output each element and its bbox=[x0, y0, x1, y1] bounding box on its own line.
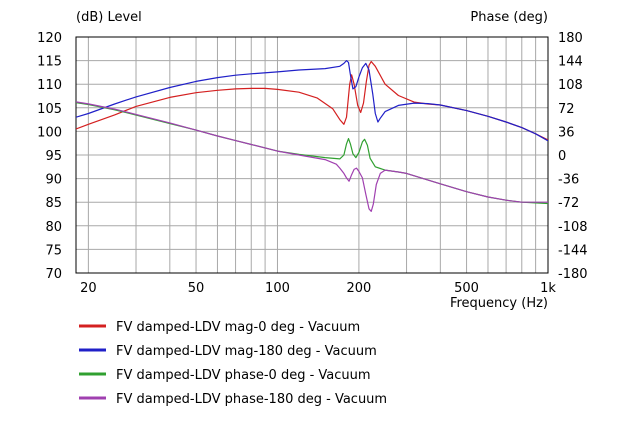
y-right-tick-label: 0 bbox=[558, 149, 566, 164]
legend: FV damped-LDV mag-0 deg - Vacuum FV dampe… bbox=[79, 320, 387, 407]
mag-180-deg-curve bbox=[76, 60, 548, 142]
y-right-tick-label: 72 bbox=[558, 102, 575, 117]
legend-label: FV damped-LDV mag-0 deg - Vacuum bbox=[116, 320, 360, 335]
y-left-axis-title: (dB) Level bbox=[76, 10, 142, 25]
y-right-tick-label: -72 bbox=[558, 196, 579, 211]
legend-item-mag-0-deg: FV damped-LDV mag-0 deg - Vacuum bbox=[79, 320, 360, 335]
y-left-tick-label: 115 bbox=[37, 55, 62, 70]
y-right-tick-label: 108 bbox=[558, 78, 583, 93]
legend-label: FV damped-LDV mag-180 deg - Vacuum bbox=[116, 344, 377, 359]
x-axis-title: Frequency (Hz) bbox=[450, 296, 548, 311]
y-left-tick-label: 105 bbox=[37, 102, 62, 117]
y-left-tick-label: 95 bbox=[45, 149, 62, 164]
y-left-tick-label: 85 bbox=[45, 196, 62, 211]
mag-0-deg-curve bbox=[76, 60, 548, 141]
phase-180-deg-curve bbox=[76, 101, 548, 212]
curves bbox=[76, 60, 548, 212]
x-tick-label: 100 bbox=[265, 281, 290, 296]
y-left-tick-label: 80 bbox=[45, 220, 62, 235]
y-left-tick-label: 120 bbox=[37, 31, 62, 46]
x-tick-label: 50 bbox=[188, 281, 205, 296]
grid bbox=[76, 37, 548, 273]
axis-labels: 120 115 110 105 100 95 90 85 80 75 70 180 144 108 72 36… bbox=[37, 31, 587, 296]
legend-label: FV damped-LDV phase-0 deg - Vacuum bbox=[116, 368, 371, 383]
y-left-tick-label: 90 bbox=[45, 173, 62, 188]
y-right-tick-label: 36 bbox=[558, 125, 575, 140]
legend-item-phase-0-deg: FV damped-LDV phase-0 deg - Vacuum bbox=[79, 368, 371, 383]
x-tick-label: 20 bbox=[80, 281, 97, 296]
x-tick-label: 1k bbox=[540, 281, 556, 296]
y-right-axis-title: Phase (deg) bbox=[470, 10, 548, 25]
y-left-tick-label: 70 bbox=[45, 267, 62, 282]
legend-item-mag-180-deg: FV damped-LDV mag-180 deg - Vacuum bbox=[79, 344, 377, 359]
y-right-tick-label: 144 bbox=[558, 55, 583, 70]
legend-label: FV damped-LDV phase-180 deg - Vacuum bbox=[116, 392, 387, 407]
y-left-tick-label: 110 bbox=[37, 78, 62, 93]
x-tick-label: 200 bbox=[346, 281, 371, 296]
y-right-tick-label: -36 bbox=[558, 173, 579, 188]
y-right-tick-label: 180 bbox=[558, 31, 583, 46]
phase-0-deg-curve bbox=[76, 102, 548, 205]
y-left-tick-label: 75 bbox=[45, 243, 62, 258]
x-tick-label: 500 bbox=[454, 281, 479, 296]
y-right-tick-label: -144 bbox=[558, 243, 588, 258]
y-left-tick-label: 100 bbox=[37, 125, 62, 140]
y-right-tick-label: -180 bbox=[558, 267, 588, 282]
legend-item-phase-180-deg: FV damped-LDV phase-180 deg - Vacuum bbox=[79, 392, 387, 407]
plot-frame bbox=[75, 36, 549, 274]
y-right-tick-label: -108 bbox=[558, 220, 588, 235]
